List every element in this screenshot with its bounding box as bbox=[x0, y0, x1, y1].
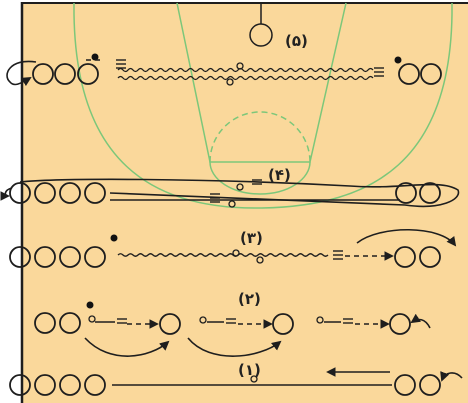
player-circle bbox=[84, 246, 106, 268]
player-circle bbox=[9, 246, 31, 268]
movement-curve bbox=[356, 228, 457, 247]
player-marker-icon bbox=[236, 62, 244, 70]
player-circle bbox=[419, 246, 441, 268]
ball-icon bbox=[91, 53, 99, 61]
movement-curve bbox=[84, 337, 170, 357]
player-circle bbox=[59, 182, 81, 204]
player-circle bbox=[159, 313, 181, 335]
movement-curve bbox=[0, 187, 13, 201]
player-circle bbox=[59, 374, 81, 396]
movement-curve bbox=[19, 178, 460, 208]
player-circle bbox=[32, 63, 54, 85]
drill-drawings bbox=[0, 53, 463, 396]
player-circle bbox=[34, 182, 56, 204]
drill-label-2: (۲) bbox=[238, 290, 261, 308]
ball-icon bbox=[394, 56, 402, 64]
drill-label-5: (۵) bbox=[285, 32, 308, 50]
movement-curve bbox=[187, 337, 282, 357]
dribble-path bbox=[117, 253, 329, 257]
basket-ring bbox=[249, 23, 273, 47]
player-circle bbox=[394, 374, 416, 396]
three-point-arc bbox=[73, 13, 453, 209]
player-circle bbox=[84, 182, 106, 204]
player-circle bbox=[59, 246, 81, 268]
player-circle bbox=[420, 63, 442, 85]
movement-curve bbox=[6, 60, 37, 87]
free-throw-circle-bottom bbox=[209, 161, 311, 195]
player-circle bbox=[9, 182, 31, 204]
player-marker-icon bbox=[316, 316, 324, 324]
player-circle bbox=[34, 246, 56, 268]
ball-icon bbox=[110, 234, 118, 242]
player-marker-icon bbox=[256, 256, 264, 264]
ball-icon bbox=[86, 301, 94, 309]
movement-curve bbox=[410, 313, 431, 329]
player-marker-icon bbox=[88, 315, 96, 323]
player-circle bbox=[272, 313, 294, 335]
player-circle bbox=[34, 312, 56, 334]
player-circle bbox=[398, 63, 420, 85]
player-circle bbox=[77, 63, 99, 85]
player-circle bbox=[395, 182, 417, 204]
player-circle bbox=[419, 182, 441, 204]
movement-curve bbox=[440, 371, 463, 382]
player-circle bbox=[54, 63, 76, 85]
player-marker-icon bbox=[232, 249, 240, 257]
player-marker-icon bbox=[250, 375, 258, 383]
drill-label-4: (۴) bbox=[268, 166, 291, 184]
player-marker-icon bbox=[199, 316, 207, 324]
player-marker-icon bbox=[228, 200, 236, 208]
player-circle bbox=[84, 374, 106, 396]
player-marker-icon bbox=[236, 183, 244, 191]
player-circle bbox=[59, 312, 81, 334]
free-throw-circle-top bbox=[209, 111, 311, 163]
player-circle bbox=[9, 374, 31, 396]
court-markings bbox=[73, 2, 453, 209]
dribble-path-upper bbox=[117, 67, 374, 73]
key-lane bbox=[176, 2, 347, 163]
player-circle bbox=[34, 374, 56, 396]
player-marker-icon bbox=[226, 78, 234, 86]
player-circle bbox=[419, 374, 441, 396]
player-circle bbox=[394, 246, 416, 268]
drill-label-3: (۳) bbox=[240, 229, 263, 247]
drill-label-1: (۱) bbox=[238, 361, 261, 379]
player-circle bbox=[389, 313, 411, 335]
dribble-path-lower bbox=[117, 75, 374, 81]
